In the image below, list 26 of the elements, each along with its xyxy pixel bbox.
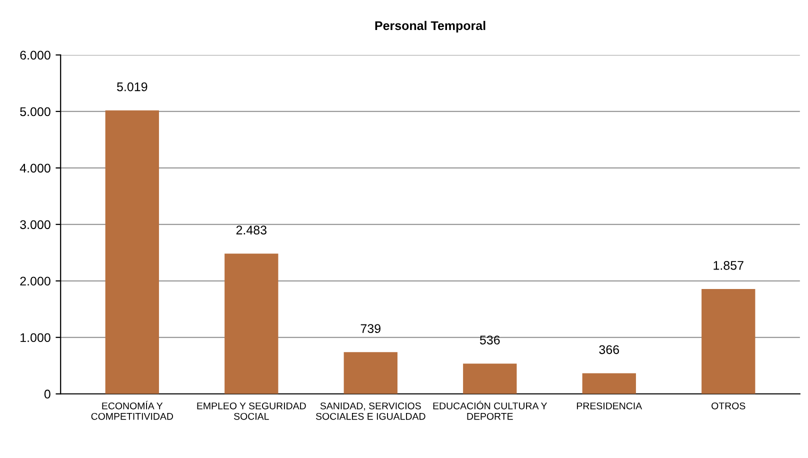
x-tick-label: EMPLEO Y SEGURIDAD SOCIAL xyxy=(197,402,306,420)
x-tick-label: SANIDAD, SERVICIOS SOCIALES E IGUALDAD xyxy=(316,402,426,420)
bar xyxy=(344,352,398,394)
y-tick-label: 3.000 xyxy=(20,220,50,230)
y-tick-label: 5.000 xyxy=(20,107,50,116)
bar xyxy=(224,254,278,394)
y-tick-label: 4.000 xyxy=(20,164,50,173)
x-tick-label: ECONOMÍA Y COMPETITIVIDAD xyxy=(91,400,174,420)
bar xyxy=(702,288,756,394)
chart-title: Personal Temporal xyxy=(375,20,486,33)
data-label: 366 xyxy=(599,345,620,354)
data-label: 2.483 xyxy=(236,226,266,234)
x-tick-label: OTROS xyxy=(712,402,746,410)
x-tick-label: PRESIDENCIA xyxy=(576,402,642,410)
bar xyxy=(463,364,517,394)
y-tick-label: 1.000 xyxy=(20,333,50,342)
y-tick-label: 0 xyxy=(44,390,50,399)
x-tick-label: EDUCACIÓN CULTURA Y DEPORTE xyxy=(433,400,548,420)
data-label: 1.857 xyxy=(714,260,744,270)
bar xyxy=(105,110,159,394)
data-label: 536 xyxy=(480,336,500,344)
bar xyxy=(582,373,636,394)
y-tick-label: 2.000 xyxy=(20,276,50,286)
y-tick-label: 6.000 xyxy=(20,50,50,60)
data-label: 739 xyxy=(360,324,380,333)
data-label: 5.019 xyxy=(117,82,148,92)
